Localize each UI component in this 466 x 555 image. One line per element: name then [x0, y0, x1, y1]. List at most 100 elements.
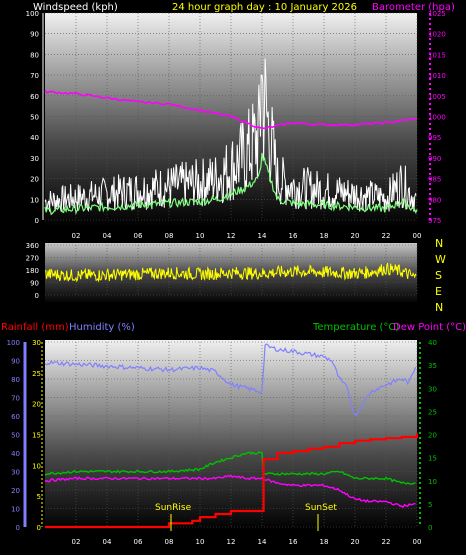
climate-x-tick: 08 — [165, 538, 174, 546]
climate-x-tick: 02 — [72, 538, 81, 546]
wind-x-tick: 04 — [103, 232, 112, 240]
climate-x-tick: 00 — [413, 538, 422, 546]
compass-label: N — [435, 301, 443, 314]
rainfall-y-tick: 0 — [37, 524, 41, 532]
dewpoint-line — [44, 474, 416, 509]
humidity-y-tick: 40 — [11, 450, 20, 458]
barometer-title: Barometer (hpa) — [372, 2, 455, 13]
barometer-y-tick: 1020 — [428, 31, 446, 39]
wind-x-tick: 22 — [382, 232, 391, 240]
climate-x-tick: 12 — [227, 538, 236, 546]
wind-y-tick: 60 — [30, 93, 39, 101]
climate-x-tick: 10 — [196, 538, 205, 546]
wind-x-tick: 20 — [351, 232, 360, 240]
wind-y-tick: 0 — [35, 217, 39, 225]
temperature-y-tick: 10 — [428, 478, 437, 486]
wind-y-tick: 40 — [30, 134, 39, 142]
wind-y-tick: 100 — [26, 10, 39, 18]
wind-y-tick: 30 — [30, 155, 39, 163]
wind-x-tick: 00 — [413, 232, 422, 240]
wind-x-tick: 02 — [72, 232, 81, 240]
temperature-y-tick: 25 — [428, 408, 437, 416]
wind-gust-line — [44, 58, 417, 213]
axis-layer: 0102030405060708090100975980985990995100… — [7, 10, 446, 546]
barometer-y-tick: 995 — [428, 134, 441, 142]
rainfall-title: Rainfall (mm) — [1, 322, 69, 333]
temperature-y-tick: 20 — [428, 432, 437, 440]
temperature-y-tick: 40 — [428, 339, 437, 347]
barometer-y-tick: 1005 — [428, 93, 446, 101]
rainfall-line — [45, 433, 419, 529]
humidity-y-tick: 90 — [11, 358, 20, 366]
compass-label: S — [435, 269, 442, 282]
compass-label: E — [435, 285, 442, 298]
humidity-y-tick: 100 — [7, 339, 20, 347]
barometer-y-tick: 980 — [428, 196, 441, 204]
graph-date-title: 24 hour graph day : 10 January 2026 — [172, 2, 357, 13]
humidity-title: Humidity (%) — [69, 322, 135, 333]
humidity-y-tick: 50 — [11, 432, 20, 440]
direction-y-tick: 360 — [26, 242, 39, 250]
climate-x-tick: 16 — [289, 538, 298, 546]
barometer-y-tick: 990 — [428, 155, 441, 163]
wind-x-tick: 06 — [134, 232, 143, 240]
series-layer — [44, 58, 419, 529]
wind-x-tick: 18 — [320, 232, 329, 240]
temperature-y-tick: 5 — [428, 501, 432, 509]
wind-x-tick: 16 — [289, 232, 298, 240]
wind-x-tick: 10 — [196, 232, 205, 240]
rainfall-y-tick: 20 — [32, 401, 41, 409]
direction-y-tick: 270 — [26, 255, 39, 263]
wind-y-tick: 80 — [30, 51, 39, 59]
temperature-y-tick: 30 — [428, 385, 437, 393]
sunrise-label: SunRise — [155, 503, 192, 513]
climate-x-tick: 04 — [103, 538, 112, 546]
climate-x-tick: 22 — [382, 538, 391, 546]
climate-x-tick: 20 — [351, 538, 360, 546]
compass-label: W — [435, 253, 446, 266]
barometer-line — [44, 90, 418, 130]
humidity-y-tick: 70 — [11, 395, 20, 403]
compass-label: N — [435, 237, 443, 250]
rainfall-y-tick: 15 — [32, 432, 41, 440]
wind-average-line — [44, 152, 418, 216]
temperature-y-tick: 35 — [428, 362, 437, 370]
temperature-y-tick: 0 — [428, 524, 432, 532]
humidity-y-tick: 80 — [11, 376, 20, 384]
humidity-y-tick: 0 — [16, 524, 20, 532]
wind-direction-line — [44, 262, 417, 283]
wind-y-tick: 90 — [30, 31, 39, 39]
humidity-y-tick: 20 — [11, 487, 20, 495]
sunset-label: SunSet — [305, 503, 337, 513]
wind-y-tick: 20 — [30, 176, 39, 184]
humidity-y-tick: 30 — [11, 469, 20, 477]
wind-x-tick: 12 — [227, 232, 236, 240]
rainfall-y-tick: 30 — [32, 339, 41, 347]
wind-x-tick: 08 — [165, 232, 174, 240]
barometer-y-tick: 1025 — [428, 10, 446, 18]
barometer-y-tick: 1015 — [428, 51, 446, 59]
dewpoint-title: Dew Point (°C) — [393, 322, 466, 333]
direction-y-tick: 0 — [35, 292, 39, 300]
barometer-y-tick: 1010 — [428, 72, 446, 80]
rainfall-y-tick: 10 — [32, 462, 41, 470]
wind-x-tick: 14 — [258, 232, 267, 240]
humidity-y-tick: 60 — [11, 413, 20, 421]
wind-y-tick: 70 — [30, 72, 39, 80]
climate-x-tick: 14 — [258, 538, 267, 546]
temperature-title: Temperature (°C) — [312, 322, 399, 333]
direction-y-tick: 180 — [26, 267, 39, 275]
barometer-y-tick: 975 — [428, 217, 441, 225]
temperature-line — [45, 451, 416, 485]
barometer-y-tick: 1000 — [428, 114, 446, 122]
direction-y-tick: 90 — [30, 280, 39, 288]
rainfall-y-tick: 5 — [37, 493, 41, 501]
rainfall-y-tick: 25 — [32, 370, 41, 378]
barometer-y-tick: 985 — [428, 176, 441, 184]
climate-x-tick: 06 — [134, 538, 143, 546]
climate-x-tick: 18 — [320, 538, 329, 546]
wind-y-tick: 10 — [30, 196, 39, 204]
humidity-y-tick: 10 — [11, 506, 20, 514]
wind-y-tick: 50 — [30, 114, 39, 122]
